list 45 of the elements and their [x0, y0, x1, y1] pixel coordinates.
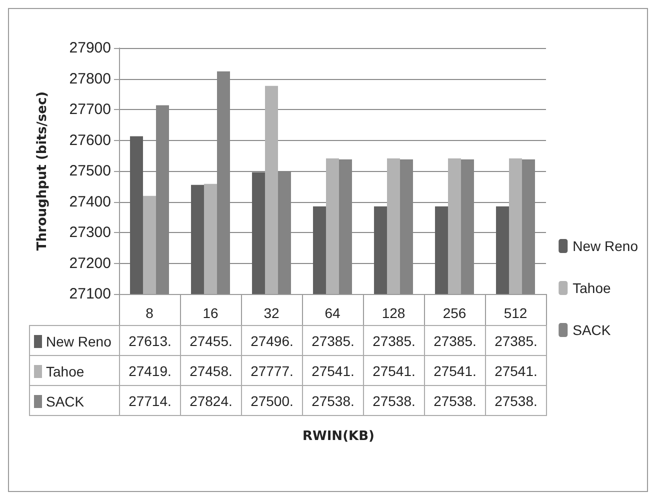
data-label: 27613. — [120, 326, 180, 356]
data-label: 27385. — [364, 326, 424, 356]
data-label: 27824. — [180, 386, 242, 416]
data-label: 27541. — [302, 356, 364, 386]
data-label: 27419. — [120, 356, 180, 386]
data-label: 27455. — [180, 326, 242, 356]
y-tick-label: 27500 — [69, 162, 111, 180]
text: SACK — [46, 393, 84, 410]
data-label: 27500. — [242, 386, 302, 416]
data-label: 27541. — [364, 356, 424, 386]
text: RWIN(KB) — [302, 429, 374, 444]
y-tick-label: 27200 — [69, 254, 111, 272]
data-label: 27538. — [486, 386, 546, 416]
x-tick-label: 512 — [504, 305, 528, 321]
legend-label: SACK — [572, 322, 612, 338]
x-tick-label: 256 — [442, 305, 466, 321]
y-tick-label: 27300 — [69, 224, 111, 241]
data-label: 27538. — [302, 386, 364, 416]
x-tick-label: 128 — [382, 305, 406, 321]
y-tick-label: 27900 — [69, 40, 111, 56]
data-label: 27777. — [242, 356, 302, 386]
data-label: 27458. — [180, 356, 242, 386]
text: New Reno — [572, 238, 638, 254]
legend-label: Tahoe — [572, 280, 611, 296]
data-label: 27385. — [486, 326, 546, 356]
x-tick-label: 32 — [264, 305, 280, 321]
data-label: 27541. — [424, 356, 486, 386]
data-label: 27385. — [302, 326, 364, 356]
y-tick-label: 27700 — [69, 101, 111, 118]
data-label: 27385. — [424, 326, 486, 356]
x-tick-label: 16 — [202, 305, 218, 321]
y-tick-label: 27400 — [69, 193, 111, 210]
text: Tahoe — [46, 363, 84, 380]
y-tick-label: 27800 — [69, 70, 111, 88]
legend-label: New Reno — [46, 333, 112, 350]
y-tick-label: 27100 — [69, 286, 111, 302]
y-axis-title: Throughput (bits/sec) — [35, 91, 50, 251]
x-tick-label: 64 — [324, 305, 340, 321]
data-label: 27538. — [424, 386, 486, 416]
data-label: 27714. — [120, 386, 180, 416]
data-label: 27538. — [364, 386, 424, 416]
x-tick-label: 8 — [146, 305, 154, 321]
data-label: 27496. — [242, 326, 302, 356]
y-tick-label: 27600 — [69, 132, 111, 149]
data-label: 27541. — [486, 356, 546, 386]
